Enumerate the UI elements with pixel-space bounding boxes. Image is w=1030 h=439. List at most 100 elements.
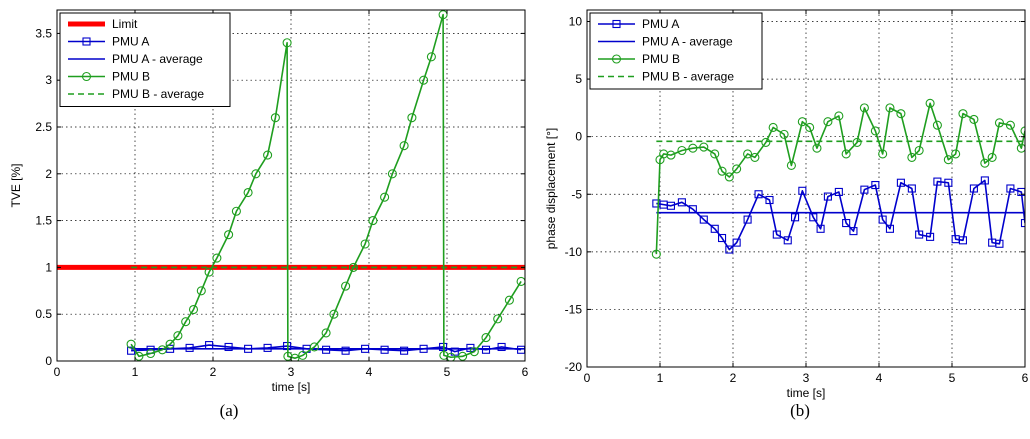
- y-tick-label: 0: [575, 130, 582, 144]
- plot-series: [651, 98, 1025, 259]
- data-point-circle: [224, 230, 234, 240]
- y-tick-label: 3.5: [35, 26, 52, 40]
- data-point-circle: [951, 149, 961, 159]
- data-point-square: [497, 342, 506, 352]
- x-tick-label: 3: [803, 371, 810, 385]
- x-tick-label: 3: [288, 365, 295, 379]
- data-point-circle: [1005, 120, 1015, 130]
- data-point-square: [677, 198, 686, 207]
- data-point-circle: [439, 350, 449, 360]
- legend-label: PMU A: [112, 35, 149, 49]
- data-point-circle: [368, 216, 378, 226]
- legend-label: PMU A - average: [112, 52, 203, 66]
- data-point-circle: [1016, 143, 1025, 153]
- legend: PMU A PMU A - average PMU B PMU B - average: [589, 12, 763, 90]
- data-point-circle: [925, 98, 935, 108]
- data-point-circle: [516, 276, 525, 286]
- data-point-circle: [812, 143, 822, 153]
- data-point-circle: [768, 122, 778, 133]
- y-tick-label: -15: [565, 302, 583, 316]
- data-point-circle: [481, 333, 491, 343]
- x-tick-label: 2: [730, 371, 737, 385]
- data-point-square: [878, 215, 887, 224]
- legend: Limit PMU A PMU A - average PMU B PMU B - av…: [59, 12, 231, 107]
- y-axis-label: phase displacement [°]: [544, 128, 558, 250]
- data-point-square: [798, 186, 807, 195]
- data-point-circle: [419, 75, 429, 85]
- data-point-circle: [204, 267, 214, 277]
- data-point-square: [263, 343, 272, 352]
- x-tick-label: 2: [210, 365, 217, 379]
- data-point-square: [743, 215, 752, 224]
- data-point-circle: [907, 152, 917, 162]
- data-point-square: [907, 184, 916, 193]
- data-point-square: [699, 215, 708, 224]
- data-point-circle: [504, 295, 514, 305]
- data-point-circle: [360, 239, 370, 249]
- series-pmu-b: [126, 10, 525, 361]
- data-point-circle: [146, 348, 156, 359]
- data-point-square: [666, 201, 676, 210]
- y-tick-label: 5: [575, 72, 582, 86]
- data-point-circle: [779, 129, 789, 139]
- x-tick-label: 5: [949, 371, 956, 385]
- data-point-circle: [458, 351, 468, 361]
- data-point-circle: [750, 152, 760, 162]
- data-point-circle: [797, 117, 807, 127]
- data-point-square: [1020, 218, 1025, 228]
- data-point-square: [860, 185, 869, 194]
- figure-caption: (b): [790, 401, 810, 420]
- data-point-square: [710, 224, 719, 233]
- data-point-circle: [878, 149, 888, 159]
- data-point-square: [185, 343, 194, 352]
- y-tick-label: 2.5: [35, 120, 52, 134]
- data-point-circle: [126, 339, 136, 349]
- data-point-circle: [196, 286, 206, 296]
- chart-a: 0 1 2 3 4 5 6 0 0.5 1 1.5 2 2.5 3 3.5 time [s] TVE [%] Li…: [9, 9, 529, 420]
- x-tick-label: 5: [444, 365, 451, 379]
- data-point-square: [224, 342, 233, 352]
- legend-label: PMU A - average: [642, 35, 733, 49]
- data-point-circle: [1020, 126, 1025, 136]
- data-point-square: [885, 224, 895, 233]
- data-point-circle: [786, 160, 796, 171]
- x-axis-label: time [s]: [272, 380, 311, 394]
- y-tick-label: 2: [45, 167, 52, 181]
- data-point-square: [809, 213, 818, 222]
- data-point-circle: [469, 347, 479, 357]
- data-point-square: [481, 345, 491, 354]
- data-point-square: [816, 224, 825, 233]
- y-tick-label: 1: [45, 260, 52, 274]
- x-tick-label: 4: [366, 365, 373, 379]
- y-tick-label: 10: [569, 15, 583, 29]
- data-point-circle: [212, 253, 222, 263]
- data-point-circle: [859, 103, 869, 113]
- data-point-circle: [688, 143, 698, 153]
- data-point-circle: [969, 114, 979, 124]
- data-point-circle: [958, 109, 968, 119]
- x-tick-label: 1: [132, 365, 139, 379]
- data-point-circle: [834, 111, 844, 121]
- data-point-square: [958, 236, 968, 245]
- data-point-square: [823, 192, 832, 201]
- y-tick-label: 1.5: [35, 214, 52, 228]
- data-point-circle: [134, 351, 144, 361]
- data-point-circle: [380, 192, 390, 202]
- data-point-circle: [932, 120, 942, 130]
- data-point-square: [790, 213, 800, 222]
- data-point-circle: [994, 118, 1005, 128]
- data-point-circle: [914, 145, 924, 156]
- data-point-circle: [231, 206, 241, 216]
- x-tick-label: 0: [584, 371, 591, 385]
- data-point-square: [933, 177, 942, 186]
- y-tick-label: 0.5: [35, 307, 52, 321]
- data-point-square: [765, 195, 774, 205]
- data-point-square: [834, 187, 843, 197]
- data-point-circle: [717, 166, 727, 176]
- data-point-square: [915, 230, 924, 239]
- data-point-circle: [805, 122, 815, 133]
- data-point-circle: [270, 113, 280, 123]
- data-point-circle: [181, 317, 191, 327]
- data-point-circle: [263, 150, 273, 160]
